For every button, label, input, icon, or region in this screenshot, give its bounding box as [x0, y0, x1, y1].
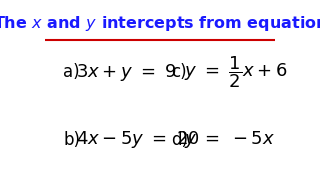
Text: c): c)	[172, 63, 187, 81]
Text: $y \ = \ \dfrac{1}{2}x + 6$: $y \ = \ \dfrac{1}{2}x + 6$	[184, 55, 288, 90]
Text: d): d)	[172, 131, 188, 149]
Text: $y \ = \ -5x$: $y \ = \ -5x$	[184, 129, 276, 150]
Text: $3x + y \ = \ 9$: $3x + y \ = \ 9$	[76, 62, 177, 83]
Text: b): b)	[63, 131, 80, 149]
Text: The $x$ and $y$ intercepts from equation: The $x$ and $y$ intercepts from equation	[0, 14, 320, 33]
Text: a): a)	[63, 63, 80, 81]
Text: $4x - 5y \ = \ 20$: $4x - 5y \ = \ 20$	[76, 129, 199, 150]
